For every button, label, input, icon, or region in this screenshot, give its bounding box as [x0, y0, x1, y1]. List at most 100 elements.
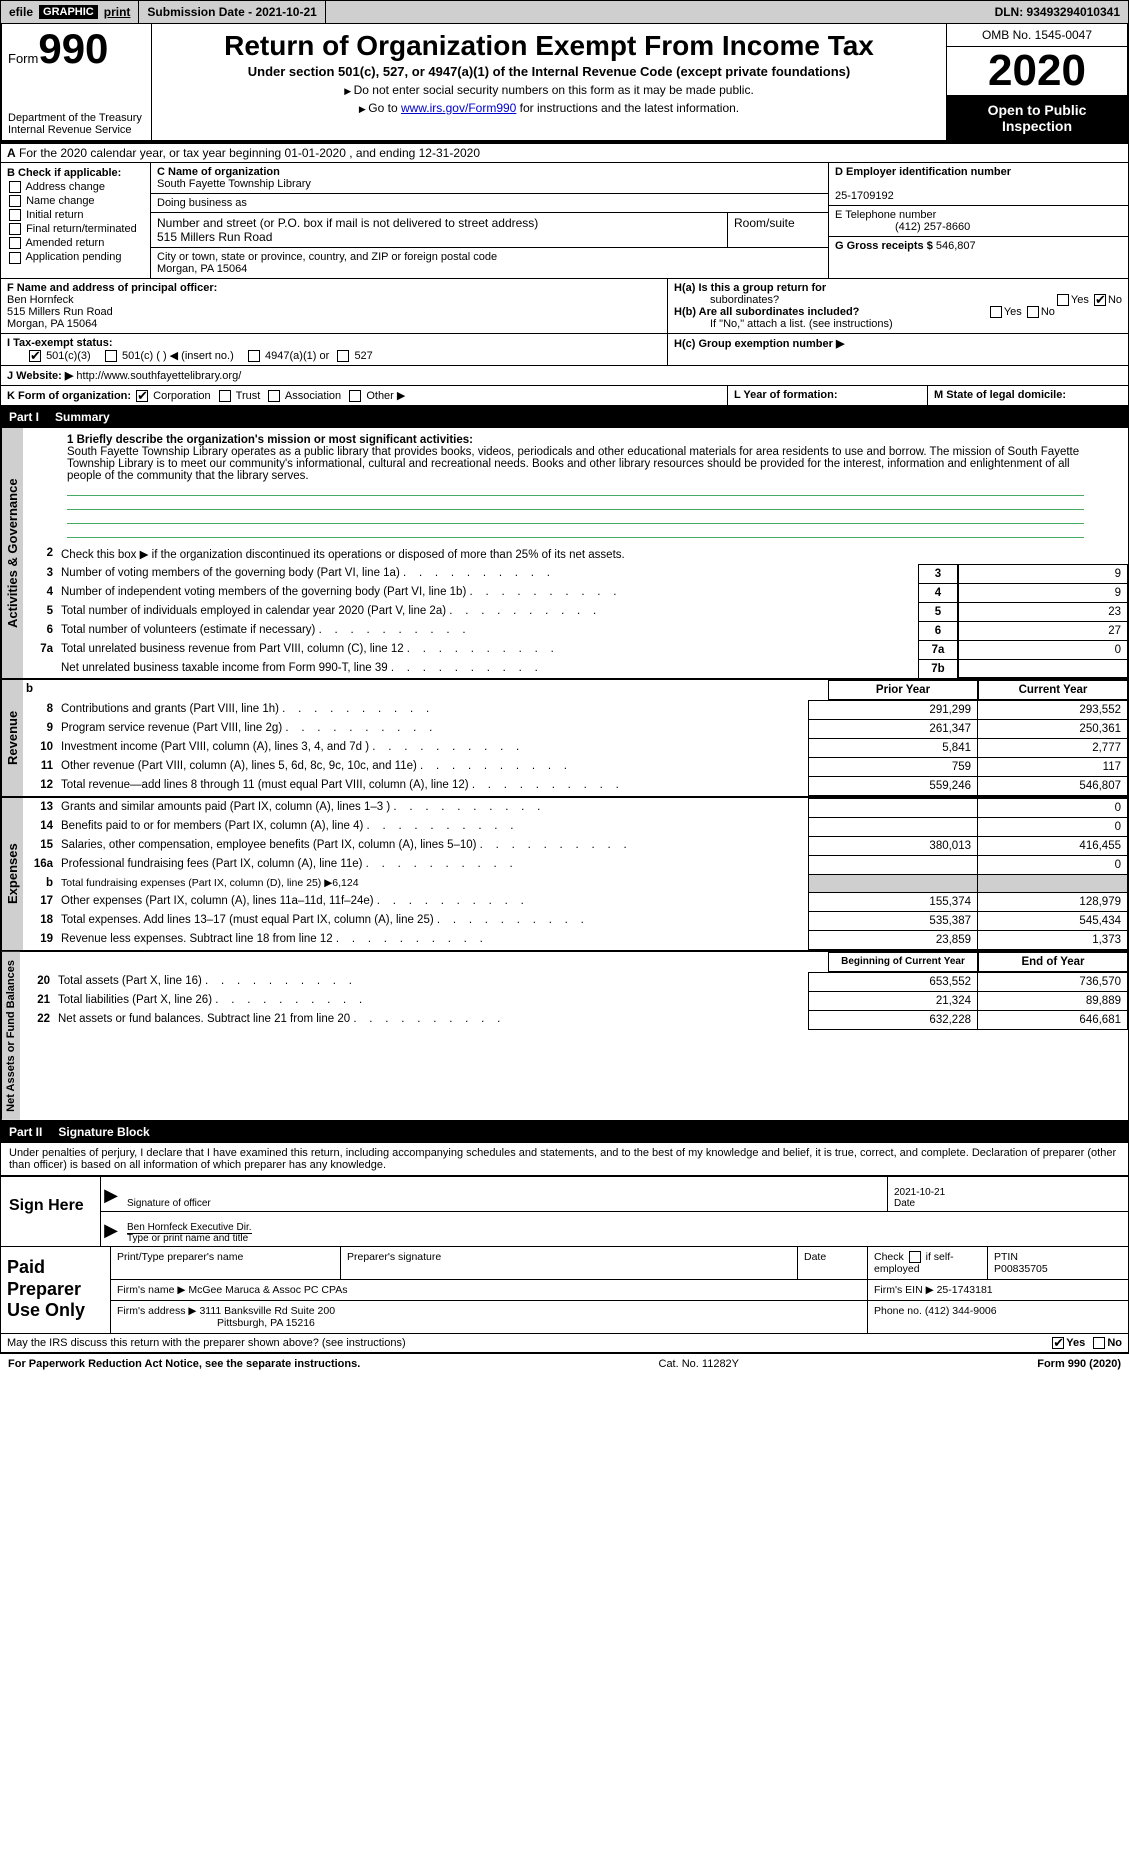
chk-corp[interactable] [136, 390, 148, 402]
form-year: 2020 [947, 47, 1127, 96]
row-i: I Tax-exempt status: 501(c)(3) 501(c) ( … [0, 334, 1129, 366]
part1-body: Activities & Governance 1 Briefly descri… [0, 428, 1129, 1121]
sig-arrow-icon: ▶ [101, 1212, 121, 1246]
ha-no[interactable] [1094, 294, 1106, 306]
chk-4947[interactable] [248, 350, 260, 362]
part1-title: Summary [55, 410, 110, 424]
irs-link[interactable]: www.irs.gov/Form990 [401, 101, 516, 115]
table-row: 18Total expenses. Add lines 13–17 (must … [23, 911, 1128, 930]
ha-yes[interactable] [1057, 294, 1069, 306]
sign-here-label: Sign Here [1, 1177, 101, 1246]
chk-501c[interactable] [105, 350, 117, 362]
section-governance: Activities & Governance 1 Briefly descri… [1, 428, 1128, 680]
part2-header: Part II Signature Block [0, 1121, 1129, 1143]
chk-501c3[interactable] [29, 350, 41, 362]
section-net-assets: Net Assets or Fund Balances Beginning of… [1, 952, 1128, 1120]
preparer-block: Paid Preparer Use Only Print/Type prepar… [0, 1247, 1129, 1334]
efile-label: efile [9, 5, 33, 19]
chk-527[interactable] [337, 350, 349, 362]
discuss-text: May the IRS discuss this return with the… [7, 1337, 406, 1349]
form-subtitle: Under section 501(c), 527, or 4947(a)(1)… [160, 64, 938, 79]
officer-addr2: Morgan, PA 15064 [7, 318, 97, 330]
street: 515 Millers Run Road [157, 230, 272, 244]
gross-receipts: 546,807 [936, 240, 976, 252]
chk-initial-return[interactable]: Initial return [7, 209, 144, 221]
dba-label: Doing business as [157, 197, 247, 209]
chk-amended[interactable]: Amended return [7, 237, 144, 249]
table-row: 9Program service revenue (Part VIII, lin… [23, 719, 1128, 738]
gross-label: G Gross receipts $ [835, 240, 933, 252]
section-revenue: Revenue b Prior Year Current Year 8Contr… [1, 680, 1128, 798]
ein: 25-1709192 [835, 190, 894, 202]
table-row: 21Total liabilities (Part X, line 26) 21… [20, 991, 1128, 1010]
footer-left: For Paperwork Reduction Act Notice, see … [8, 1358, 360, 1370]
table-row: bTotal fundraising expenses (Part IX, co… [23, 874, 1128, 892]
year-formation-label: L Year of formation: [734, 389, 838, 401]
chk-final-return[interactable]: Final return/terminated [7, 223, 144, 235]
row-a-label: A [7, 146, 16, 160]
discuss-yes[interactable] [1052, 1337, 1064, 1349]
vtab-net: Net Assets or Fund Balances [1, 952, 20, 1120]
table-row: 13Grants and similar amounts paid (Part … [23, 798, 1128, 817]
chk-trust[interactable] [219, 390, 231, 402]
box-d-e-g: D Employer identification number 25-1709… [828, 163, 1128, 278]
line-6: 6Total number of volunteers (estimate if… [23, 621, 1128, 640]
line-7a: 7aTotal unrelated business revenue from … [23, 640, 1128, 659]
table-row: 19Revenue less expenses. Subtract line 1… [23, 930, 1128, 950]
chk-app-pending[interactable]: Application pending [7, 251, 144, 263]
box-b-header: B Check if applicable: [7, 167, 144, 179]
dln: DLN: 93493294010341 [987, 1, 1128, 23]
table-row: 12Total revenue—add lines 8 through 11 (… [23, 776, 1128, 796]
hb-yes[interactable] [990, 306, 1002, 318]
discuss-row: May the IRS discuss this return with the… [0, 1334, 1129, 1353]
table-row: 10Investment income (Part VIII, column (… [23, 738, 1128, 757]
page-footer: For Paperwork Reduction Act Notice, see … [0, 1353, 1129, 1374]
street-label: Number and street (or P.O. box if mail i… [157, 216, 538, 230]
room-label: Room/suite [734, 216, 795, 230]
line-4: 4Number of independent voting members of… [23, 583, 1128, 602]
discuss-no[interactable] [1093, 1337, 1105, 1349]
chk-address-change[interactable]: Address change [7, 181, 144, 193]
identity-block: B Check if applicable: Address change Na… [0, 163, 1129, 279]
print-link[interactable]: print [104, 5, 131, 19]
top-bar: efile GRAPHIC print Submission Date - 20… [0, 0, 1129, 24]
vtab-revenue: Revenue [1, 680, 23, 796]
signature-block: Under penalties of perjury, I declare th… [0, 1143, 1129, 1247]
table-row: 14Benefits paid to or for members (Part … [23, 817, 1128, 836]
chk-self-employed[interactable] [909, 1251, 921, 1263]
website: http://www.southfayettelibrary.org/ [76, 370, 241, 382]
chk-name-change[interactable]: Name change [7, 195, 144, 207]
row-a: A For the 2020 calendar year, or tax yea… [0, 142, 1129, 163]
h-b: H(b) Are all subordinates included? Yes … [674, 306, 1122, 330]
row-f-h: F Name and address of principal officer:… [0, 279, 1129, 334]
officer-addr1: 515 Millers Run Road [7, 306, 113, 318]
footer-right: Form 990 (2020) [1037, 1358, 1121, 1370]
form-number: 990 [38, 28, 108, 70]
mission-label: 1 Briefly describe the organization's mi… [67, 434, 473, 446]
instruction-ssn: Do not enter social security numbers on … [160, 83, 938, 97]
chk-other[interactable] [349, 390, 361, 402]
city: Morgan, PA 15064 [157, 263, 247, 275]
instruction-link: Go to www.irs.gov/Form990 for instructio… [160, 101, 938, 115]
chk-assoc[interactable] [268, 390, 280, 402]
line-7b: Net unrelated business taxable income fr… [23, 659, 1128, 678]
vtab-governance: Activities & Governance [1, 428, 23, 678]
table-row: 16aProfessional fundraising fees (Part I… [23, 855, 1128, 874]
graphic-badge: GRAPHIC [39, 5, 98, 19]
part1-header: Part I Summary [0, 406, 1129, 428]
ein-label: D Employer identification number [835, 166, 1011, 178]
box-c: C Name of organization South Fayette Tow… [151, 163, 828, 278]
part2-num: Part II [9, 1125, 42, 1139]
website-label: J Website: ▶ [7, 370, 73, 382]
hb-no[interactable] [1027, 306, 1039, 318]
ptin: P00835705 [994, 1263, 1048, 1275]
sig-arrow-icon: ▶ [101, 1177, 121, 1211]
row-a-text: For the 2020 calendar year, or tax year … [19, 146, 480, 160]
submission-date: Submission Date - 2021-10-21 [139, 1, 325, 23]
form-number-block: Form 990 [8, 28, 145, 70]
table-row: 15Salaries, other compensation, employee… [23, 836, 1128, 855]
table-row: 20Total assets (Part X, line 16) 653,552… [20, 972, 1128, 991]
part1-num: Part I [9, 410, 39, 424]
mission-text: South Fayette Township Library operates … [67, 446, 1079, 482]
perjury-declaration: Under penalties of perjury, I declare th… [1, 1143, 1128, 1176]
